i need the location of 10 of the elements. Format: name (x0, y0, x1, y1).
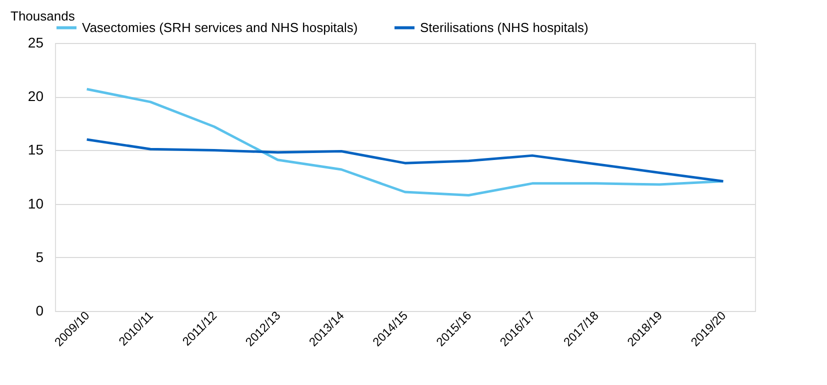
y-tick-label: 10 (28, 195, 44, 212)
line-series (86, 138, 724, 183)
y-tick-label: 20 (28, 88, 44, 104)
y-axis-title: Thousands (10, 8, 76, 24)
legend-label: Vasectomies (SRH services and NHS hospitals) (82, 20, 358, 35)
legend-label: Sterilisations (NHS hospitals) (420, 20, 588, 35)
y-tick-label: 5 (36, 248, 44, 265)
y-tick-label: 0 (36, 302, 44, 318)
y-tick-label: 25 (28, 34, 44, 50)
y-tick-label: 15 (28, 142, 44, 158)
